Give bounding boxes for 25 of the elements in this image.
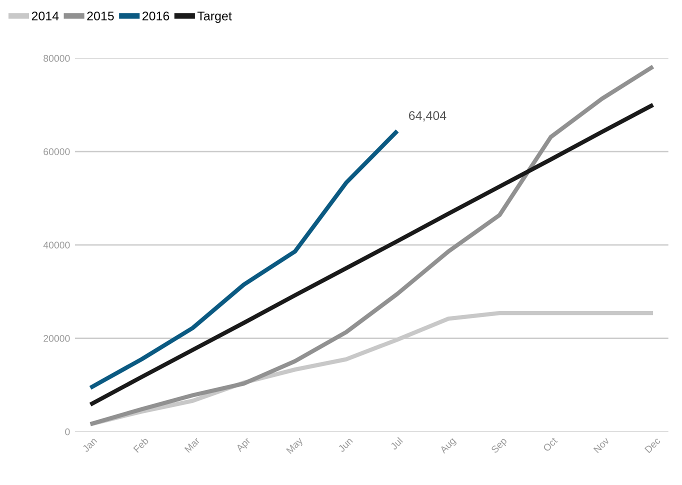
x-tick-label: Apr bbox=[236, 436, 252, 454]
legend-label: 2014 bbox=[32, 12, 59, 20]
line-series bbox=[88, 128, 400, 390]
x-tick-label: Nov bbox=[593, 436, 610, 454]
legend-label: 2016 bbox=[142, 12, 170, 20]
x-tick-label: Sep bbox=[490, 436, 509, 455]
y-tick-label: 40000 bbox=[43, 242, 70, 249]
legend-label: 2015 bbox=[87, 12, 114, 20]
line-series bbox=[88, 102, 656, 407]
line-series bbox=[88, 64, 656, 426]
y-tick-label: 60000 bbox=[44, 148, 70, 156]
x-tick-label: Jan bbox=[82, 437, 98, 453]
x-tick-label: Aug bbox=[439, 437, 458, 456]
y-tick-label: 0 bbox=[65, 428, 70, 436]
x-tick-label: Oct bbox=[542, 436, 558, 452]
y-tick-label: 80000 bbox=[44, 54, 70, 62]
x-tick-label: Mar bbox=[184, 436, 200, 453]
y-tick-label: 20000 bbox=[44, 335, 70, 342]
annotation: 64,404 bbox=[409, 111, 446, 122]
legend-label: Target bbox=[197, 12, 232, 23]
x-tick-label: Jul bbox=[390, 436, 404, 450]
x-tick-label: Feb bbox=[132, 436, 149, 453]
x-tick-label: Jun bbox=[338, 437, 354, 453]
x-tick-label: May bbox=[286, 436, 305, 456]
x-tick-label: Dec bbox=[644, 436, 661, 454]
